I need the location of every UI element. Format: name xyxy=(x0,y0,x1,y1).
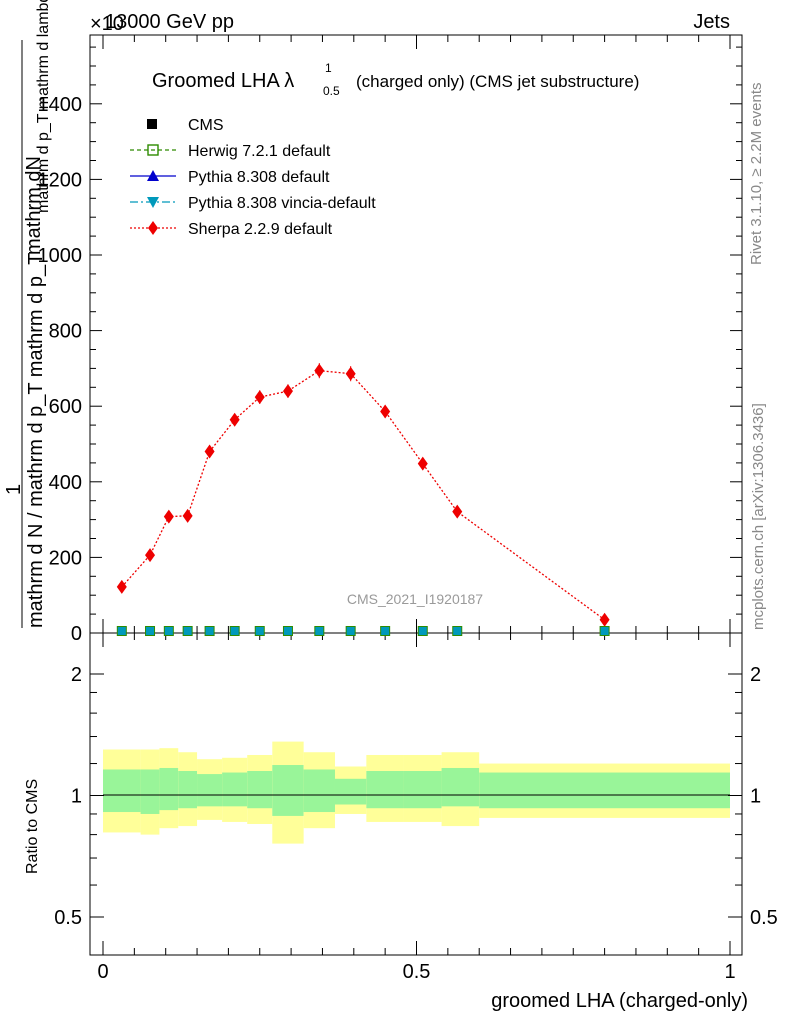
svg-text:mathrm dN: mathrm dN xyxy=(23,156,45,255)
ratio-y-tick-label: 1 xyxy=(71,786,82,808)
ratio-y-axis: 0.5 0.5 1 1 2 2 xyxy=(54,664,778,929)
cms-point-overlay xyxy=(164,627,173,635)
ratio-inner-band xyxy=(159,767,179,811)
ratio-inner-band xyxy=(366,771,404,809)
cms-point-overlay xyxy=(418,627,427,635)
sherpa-point xyxy=(254,390,265,405)
ratio-x-axis: 0 0.5 1 xyxy=(97,633,736,983)
sherpa-point xyxy=(380,404,391,419)
sherpa-point xyxy=(282,384,293,399)
ratio-y-tick-label-right: 0.5 xyxy=(750,907,778,929)
mcplots-label: mcplots.cern.ch [arXiv:1306.3436] xyxy=(750,403,767,630)
sherpa-point xyxy=(145,548,156,563)
cms-point-overlay xyxy=(315,627,324,635)
svg-text:mathrm d N / mathrm d p_T math: mathrm d N / mathrm d p_T mathrm d p_T xyxy=(25,253,47,628)
ratio-uncertainty-bands xyxy=(103,741,730,844)
sherpa-point xyxy=(204,444,215,459)
exponent-label: ×10 xyxy=(90,13,124,35)
ratio-inner-band xyxy=(247,771,273,809)
ratio-y-tick-label-right: 1 xyxy=(750,786,761,808)
cms-point-overlay xyxy=(146,627,155,635)
cms-point-overlay xyxy=(381,627,390,635)
cms-point-overlay xyxy=(600,627,609,635)
legend-item-sherpa: Sherpa 2.2.9 default xyxy=(130,221,333,238)
category-label: Jets xyxy=(693,11,730,33)
main-y-tick-label: 200 xyxy=(49,547,82,569)
ratio-y-tick-label-right: 2 xyxy=(750,664,761,686)
sherpa-point xyxy=(417,456,428,471)
cms-point-overlay xyxy=(255,627,264,635)
cms-point-overlay xyxy=(117,627,126,635)
ratio-inner-band xyxy=(222,772,248,807)
cms-point-overlay xyxy=(230,627,239,635)
svg-text:Herwig 7.2.1 default: Herwig 7.2.1 default xyxy=(188,143,331,160)
sherpa-point xyxy=(599,612,610,627)
cms-point-overlay xyxy=(346,627,355,635)
plot-title-suffix: (charged only) (CMS jet substructure) xyxy=(356,72,639,91)
main-y-tick-label: 1000 xyxy=(38,245,83,267)
legend-item-pythia: Pythia 8.308 default xyxy=(130,169,330,186)
main-y-tick-label: 1200 xyxy=(38,169,83,191)
ratio-inner-band xyxy=(441,767,480,807)
svg-text:Pythia 8.308 default: Pythia 8.308 default xyxy=(188,169,330,186)
main-y-tick-label: 400 xyxy=(49,472,82,494)
ratio-y-tick-label: 0.5 xyxy=(54,907,82,929)
legend-item-vincia: Pythia 8.308 vincia-default xyxy=(130,195,376,212)
sherpa-line xyxy=(121,369,605,621)
ratio-inner-band xyxy=(178,771,198,809)
main-y-tick-label: 600 xyxy=(49,396,82,418)
svg-text:CMS: CMS xyxy=(188,117,224,134)
analysis-id: CMS_2021_I1920187 xyxy=(347,591,483,607)
cms-point-overlay xyxy=(453,627,462,635)
plot-title: Groomed LHA λ xyxy=(152,70,294,92)
main-y-tick-label: 800 xyxy=(49,321,82,343)
x-axis-label: groomed LHA (charged-only) xyxy=(491,990,748,1012)
ratio-inner-band xyxy=(103,769,141,813)
energy-label: 13000 GeV pp xyxy=(105,11,234,33)
sherpa-point xyxy=(229,412,240,427)
ratio-y-axis-label: Ratio to CMS xyxy=(24,779,41,874)
sherpa-point xyxy=(182,508,193,523)
main-y-tick-label: 0 xyxy=(71,623,82,645)
ratio-inner-band xyxy=(272,765,304,816)
ratio-inner-band xyxy=(403,771,442,809)
svg-text:mathrm d p_T mathrm d lambda: mathrm d p_T mathrm d lambda xyxy=(35,0,52,213)
sherpa-point xyxy=(163,509,174,524)
cms-series xyxy=(116,626,610,636)
svg-text:Pythia 8.308 vincia-default: Pythia 8.308 vincia-default xyxy=(188,195,376,212)
legend: CMS Herwig 7.2.1 default Pythia 8.308 de… xyxy=(130,117,376,238)
svg-text:Sherpa 2.2.9 default: Sherpa 2.2.9 default xyxy=(188,221,333,238)
ratio-inner-band xyxy=(303,769,335,813)
x-tick-label: 0.5 xyxy=(403,961,431,983)
cms-point-overlay xyxy=(205,627,214,635)
ratio-inner-band xyxy=(140,769,160,814)
svg-text:1: 1 xyxy=(3,484,25,495)
rivet-label: Rivet 3.1.10, ≥ 2.2M events xyxy=(748,83,765,266)
cms-point-overlay xyxy=(283,627,292,635)
ratio-inner-band xyxy=(479,772,730,809)
plot-title-sub: 0.5 xyxy=(323,84,340,98)
sherpa-point xyxy=(116,579,127,594)
main-y-axis: 0 200 400 600 800 1000 1200 1400 xyxy=(38,46,742,645)
sherpa-point xyxy=(452,504,463,519)
legend-item-herwig: Herwig 7.2.1 default xyxy=(130,143,331,160)
x-tick-label: 0 xyxy=(97,961,108,983)
ratio-inner-band xyxy=(197,774,223,807)
legend-item-cms: CMS xyxy=(147,117,224,134)
ratio-y-tick-label: 2 xyxy=(71,664,82,686)
plot-title-sup: 1 xyxy=(325,61,332,75)
sherpa-series xyxy=(116,363,610,627)
sherpa-point xyxy=(345,366,356,381)
cms-point-overlay xyxy=(183,627,192,635)
ratio-inner-band xyxy=(334,778,367,805)
sherpa-point xyxy=(314,363,325,378)
x-tick-label: 1 xyxy=(724,961,735,983)
main-y-tick-label: 1400 xyxy=(38,94,83,116)
main-y-axis-label: mathrm dN mathrm d p_T mathrm d lambda 1… xyxy=(3,0,52,628)
